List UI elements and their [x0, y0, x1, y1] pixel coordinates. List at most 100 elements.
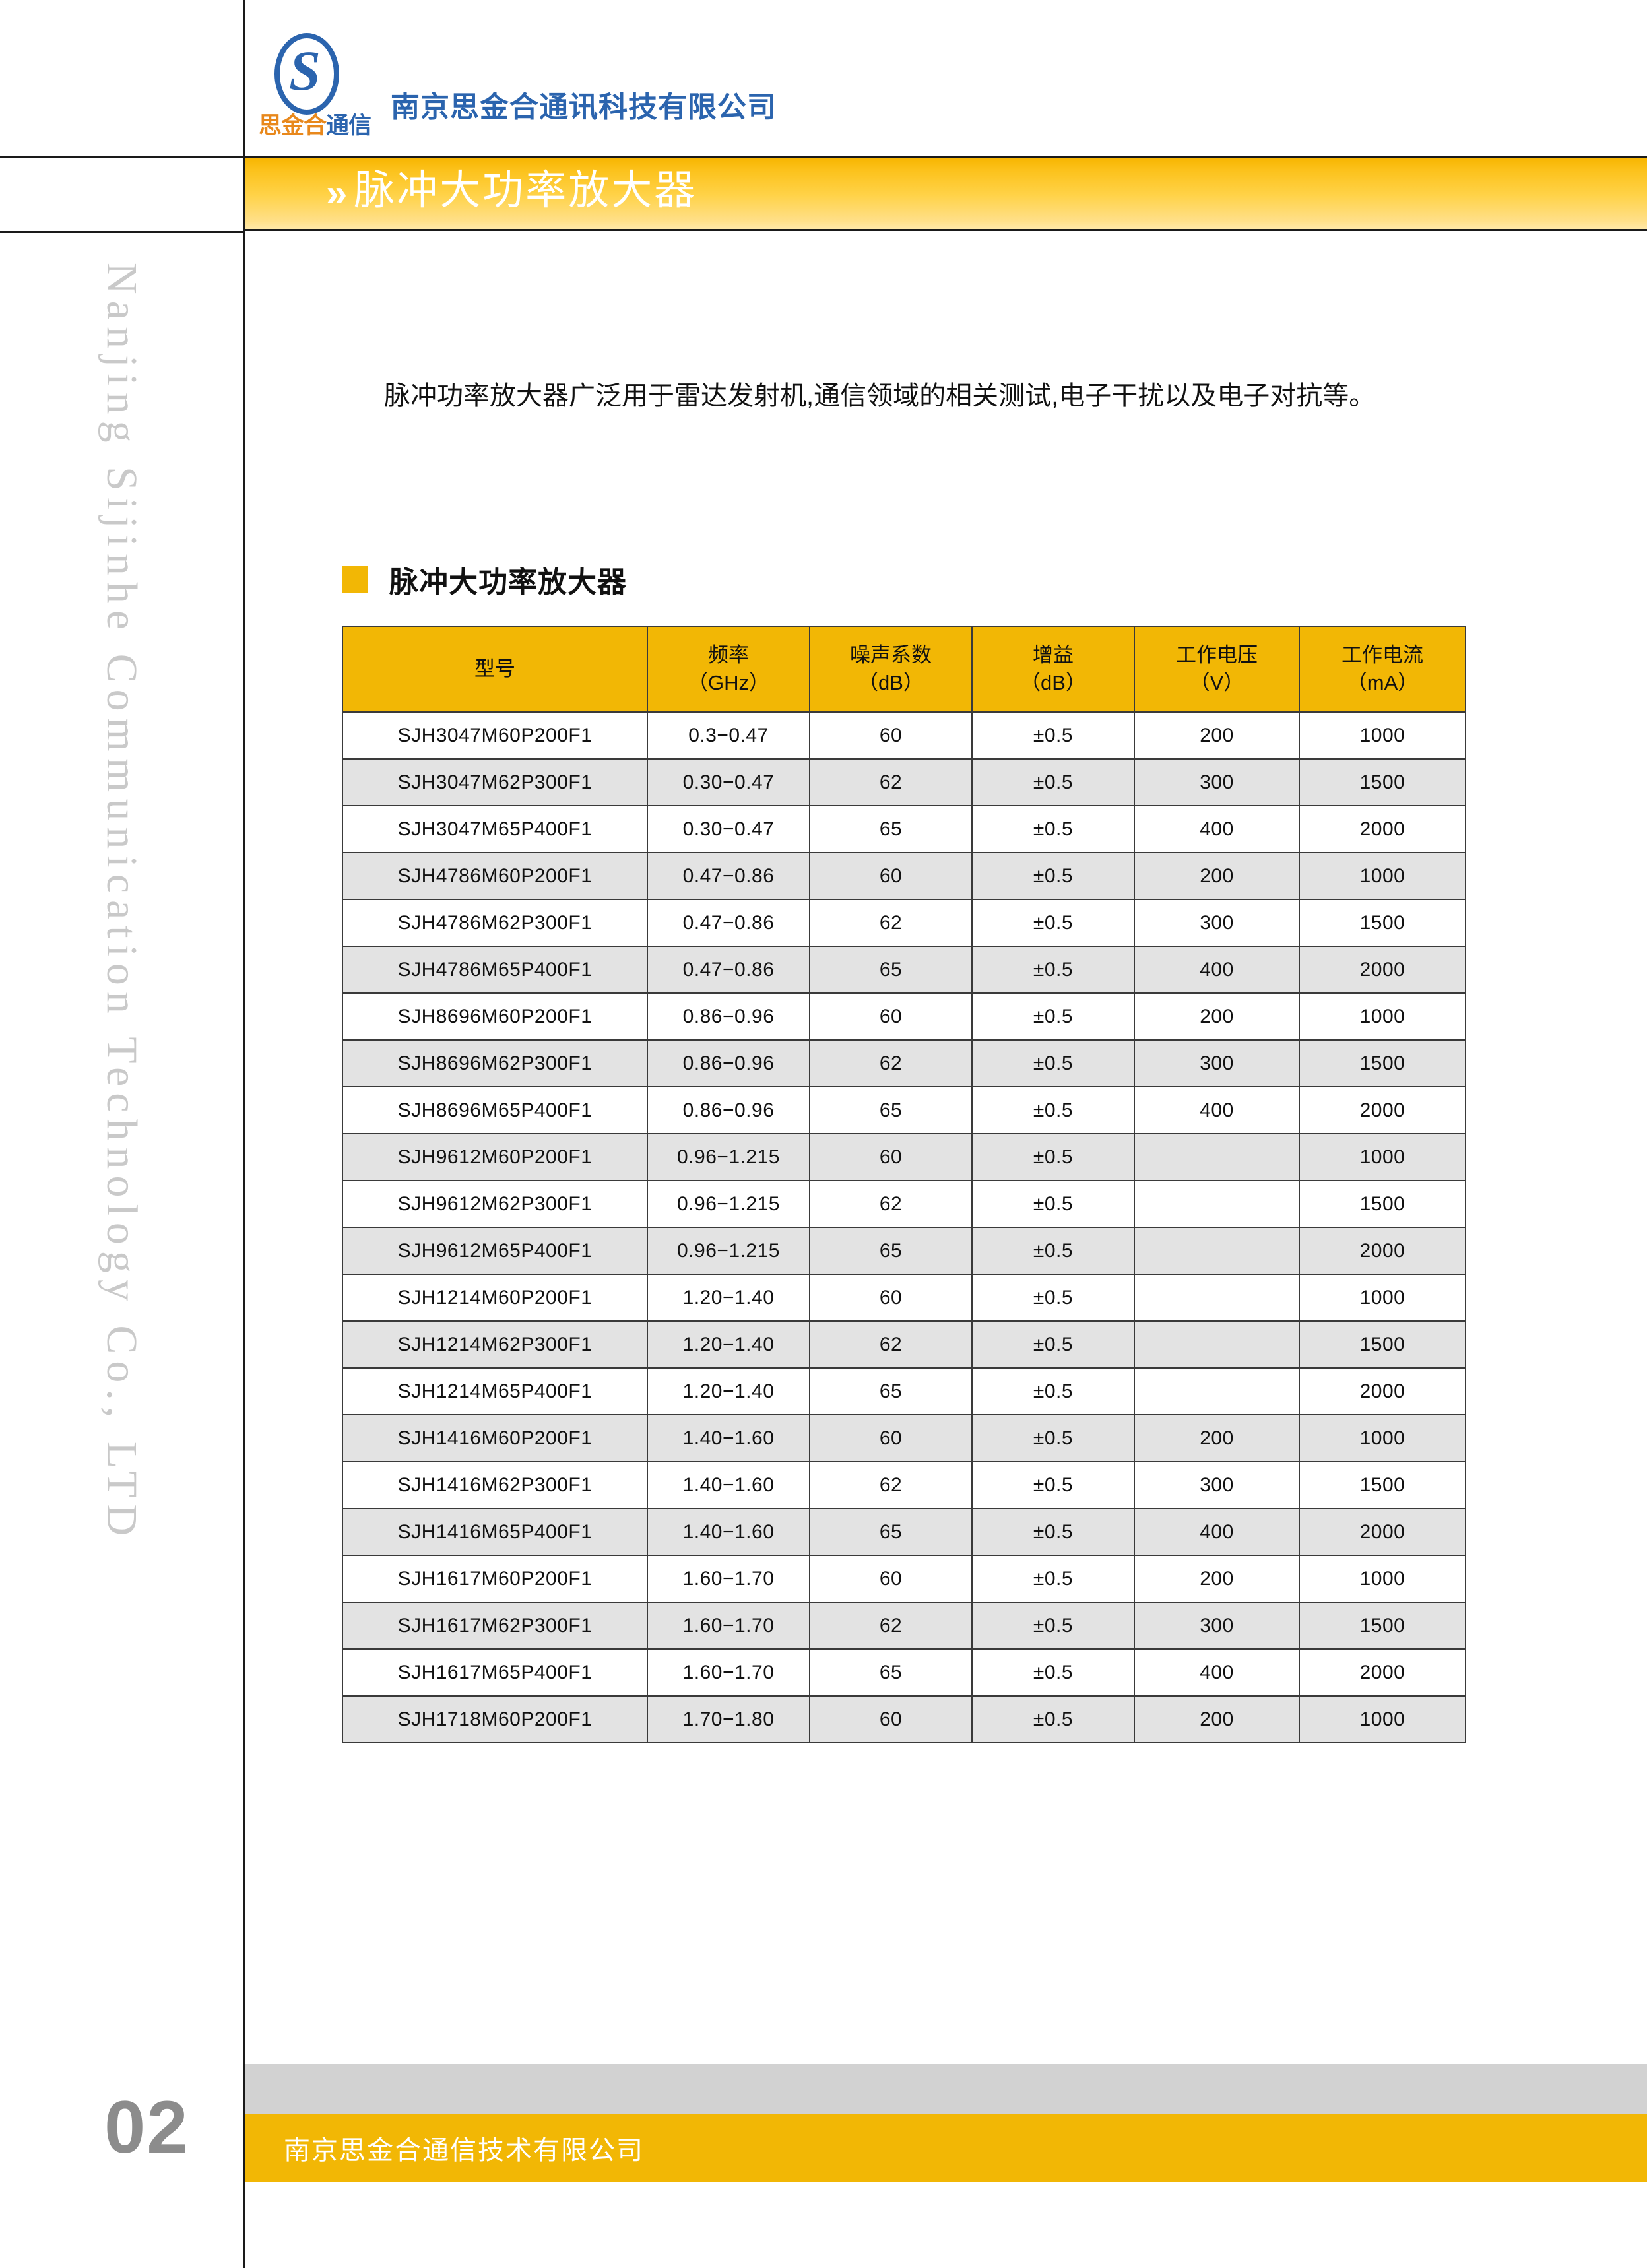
- table-body: SJH3047M60P200F1 0.3−0.47 60 ±0.5 200 1000 SJH…: [342, 711, 1466, 1743]
- column-header-unit: （mA）: [1346, 671, 1419, 694]
- table-cell: 0.47−0.86: [647, 946, 810, 994]
- table-cell: 1.20−1.40: [647, 1320, 810, 1369]
- footer-company-name: 南京思金合通信技术有限公司: [284, 2136, 644, 2165]
- table-cell-model: SJH1214M62P300F1: [342, 1320, 648, 1369]
- table-cell: ±0.5: [971, 899, 1135, 947]
- table-cell: ±0.5: [971, 1039, 1135, 1087]
- table-cell: 200: [1134, 711, 1300, 760]
- column-header-unit: （dB）: [1020, 671, 1086, 694]
- table-cell: 300: [1134, 758, 1300, 806]
- table-cell: 62: [809, 1180, 973, 1228]
- table-cell: ±0.5: [971, 946, 1135, 994]
- column-header-name: 增益: [1033, 643, 1074, 666]
- table-cell-model: SJH3047M65P400F1: [342, 805, 648, 853]
- table-cell: 1.60−1.70: [647, 1555, 810, 1603]
- table-column-header: 工作电压 （V）: [1134, 626, 1300, 713]
- table-cell: 65: [809, 946, 973, 994]
- column-header-unit: （GHz）: [688, 671, 769, 694]
- table-cell: 60: [809, 1555, 973, 1603]
- table-cell: ±0.5: [971, 1508, 1135, 1556]
- table-cell: [1134, 1180, 1300, 1228]
- table-cell: [1134, 1367, 1300, 1415]
- table-cell: 1.40−1.60: [647, 1414, 810, 1462]
- header-rule-top: [0, 156, 245, 158]
- table-row: SJH1416M60P200F1 1.40−1.60 60 ±0.5 200 1000: [342, 1414, 1466, 1462]
- table-cell: ±0.5: [971, 1602, 1135, 1650]
- table-cell-model: SJH1416M60P200F1: [342, 1414, 648, 1462]
- table-cell: 0.47−0.86: [647, 899, 810, 947]
- column-header-unit: （dB）: [858, 671, 924, 694]
- table-cell: 2000: [1299, 1508, 1466, 1556]
- table-cell: ±0.5: [971, 1367, 1135, 1415]
- table-cell: 1500: [1299, 899, 1466, 947]
- table-cell-model: SJH1214M65P400F1: [342, 1367, 648, 1415]
- table-cell: 62: [809, 758, 973, 806]
- table-row: SJH9612M65P400F1 0.96−1.215 65 ±0.5 2000: [342, 1227, 1466, 1275]
- footer-yellow-bar: 南京思金合通信技术有限公司: [245, 2114, 1647, 2182]
- table-cell-model: SJH9612M65P400F1: [342, 1227, 648, 1275]
- table-cell: 200: [1134, 1414, 1300, 1462]
- table-row: SJH9612M60P200F1 0.96−1.215 60 ±0.5 1000: [342, 1133, 1466, 1181]
- table-row: SJH1214M62P300F1 1.20−1.40 62 ±0.5 1500: [342, 1320, 1466, 1369]
- vertical-watermark-text: Nanjing Sijinhe Communication Technology…: [98, 263, 146, 1543]
- table-cell: 0.30−0.47: [647, 805, 810, 853]
- table-cell: [1134, 1274, 1300, 1322]
- table-cell: ±0.5: [971, 1695, 1135, 1743]
- table-cell-model: SJH3047M62P300F1: [342, 758, 648, 806]
- table-cell-model: SJH1617M65P400F1: [342, 1648, 648, 1697]
- table-cell: 0.96−1.215: [647, 1227, 810, 1275]
- table-cell: 62: [809, 1461, 973, 1509]
- table-cell: 62: [809, 899, 973, 947]
- table-header: 型号 频率 （GHz） 噪声系数 （dB） 增益 （dB） 工作电压 （V） 工作电流 （mA）: [342, 626, 1466, 713]
- table-cell-model: SJH4786M62P300F1: [342, 899, 648, 947]
- table-row: SJH1416M65P400F1 1.40−1.60 65 ±0.5 400 2000: [342, 1508, 1466, 1556]
- table-row: SJH8696M60P200F1 0.86−0.96 60 ±0.5 200 1000: [342, 992, 1466, 1041]
- table-cell: 400: [1134, 1648, 1300, 1697]
- table-cell: 400: [1134, 1086, 1300, 1134]
- double-chevron-icon: »: [326, 172, 348, 214]
- table-cell: 0.86−0.96: [647, 1039, 810, 1087]
- table-cell: 1000: [1299, 1695, 1466, 1743]
- table-header-row: 型号 频率 （GHz） 噪声系数 （dB） 增益 （dB） 工作电压 （V） 工作电流 （mA）: [342, 626, 1466, 713]
- table-cell: ±0.5: [971, 1555, 1135, 1603]
- section-heading-label: 脉冲大功率放大器: [389, 566, 627, 599]
- table-cell: 65: [809, 1227, 973, 1275]
- table-cell: 300: [1134, 1039, 1300, 1087]
- table-cell: 400: [1134, 946, 1300, 994]
- brand-header: S 思金合通信 南京思金合通讯科技有限公司: [259, 18, 1050, 137]
- table-cell-model: SJH8696M65P400F1: [342, 1086, 648, 1134]
- table-cell: 1.20−1.40: [647, 1367, 810, 1415]
- table-cell: ±0.5: [971, 1648, 1135, 1697]
- table-cell: 1.40−1.60: [647, 1508, 810, 1556]
- section-heading: 脉冲大功率放大器: [342, 558, 627, 600]
- table-row: SJH3047M62P300F1 0.30−0.47 62 ±0.5 300 1500: [342, 758, 1466, 806]
- table-row: SJH1214M65P400F1 1.20−1.40 65 ±0.5 2000: [342, 1367, 1466, 1415]
- table-cell-model: SJH4786M65P400F1: [342, 946, 648, 994]
- table-cell: 1.60−1.70: [647, 1602, 810, 1650]
- table-column-header: 工作电流 （mA）: [1299, 626, 1466, 713]
- table-cell: 1000: [1299, 1555, 1466, 1603]
- table-cell: 200: [1134, 1555, 1300, 1603]
- table-cell: ±0.5: [971, 1133, 1135, 1181]
- table-cell: 1500: [1299, 1320, 1466, 1369]
- table-cell: 65: [809, 1367, 973, 1415]
- logo-wordmark-orange: 思金合: [259, 113, 327, 139]
- table-cell: ±0.5: [971, 852, 1135, 900]
- table-cell: 0.86−0.96: [647, 992, 810, 1041]
- table-cell: 0.96−1.215: [647, 1133, 810, 1181]
- table-column-header: 增益 （dB）: [971, 626, 1135, 713]
- table-cell: 1500: [1299, 1180, 1466, 1228]
- table-cell-model: SJH9612M62P300F1: [342, 1180, 648, 1228]
- table-cell: 400: [1134, 805, 1300, 853]
- table-cell: ±0.5: [971, 805, 1135, 853]
- table-cell: ±0.5: [971, 1180, 1135, 1228]
- logo-ring-shape: [274, 33, 339, 115]
- logo-letter: S: [289, 39, 321, 102]
- table-cell-model: SJH1718M60P200F1: [342, 1695, 648, 1743]
- table-cell: 2000: [1299, 1648, 1466, 1697]
- table-cell-model: SJH1416M62P300F1: [342, 1461, 648, 1509]
- table-cell-model: SJH8696M62P300F1: [342, 1039, 648, 1087]
- page-title: 脉冲大功率放大器: [354, 168, 697, 213]
- table-cell: 1000: [1299, 1133, 1466, 1181]
- table-cell: 2000: [1299, 1227, 1466, 1275]
